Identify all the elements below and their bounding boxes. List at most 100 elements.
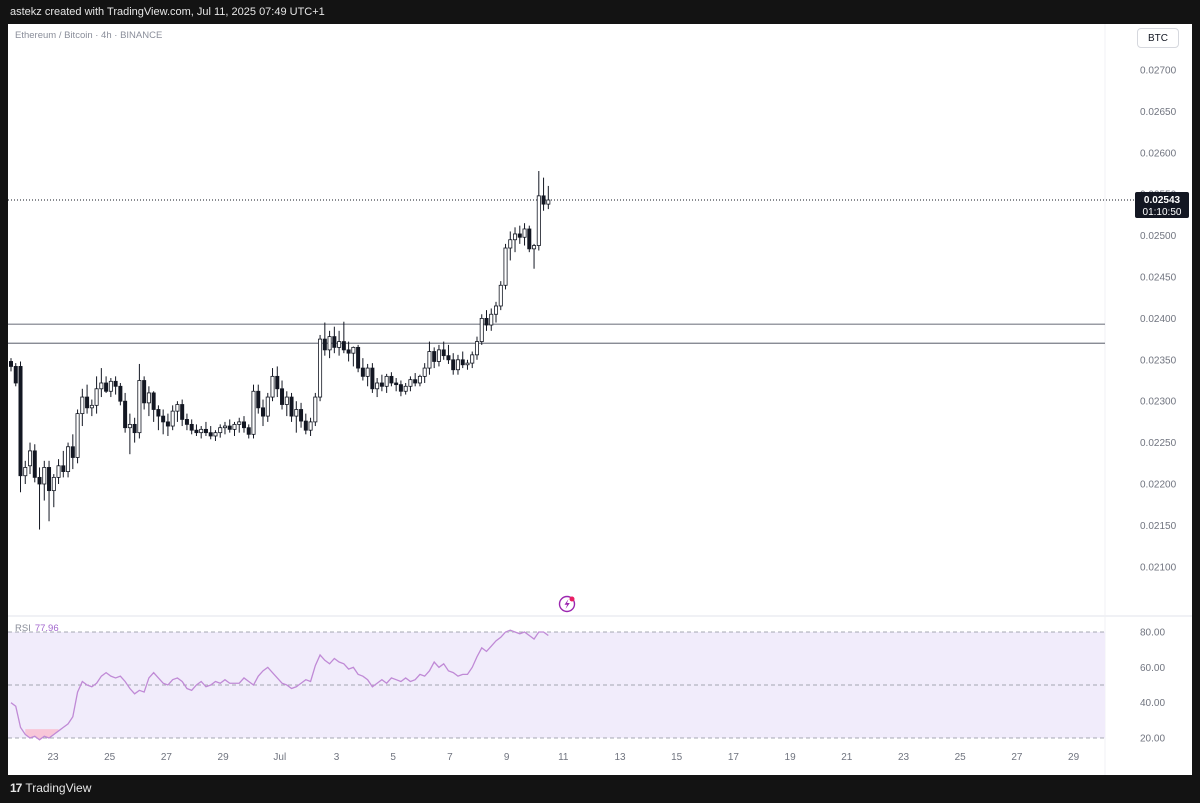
candle-up — [146, 392, 151, 404]
last-price-label: 0.02543 — [1144, 195, 1181, 206]
price-tick-label: 0.02250 — [1140, 438, 1177, 449]
rsi-tick-label: 80.00 — [1140, 628, 1165, 639]
price-tick-label: 0.02300 — [1140, 397, 1177, 408]
candle-up — [536, 195, 541, 246]
candle-up — [494, 305, 499, 315]
candle-down — [517, 233, 522, 238]
rsi-label: RSI — [15, 623, 31, 634]
candle-down — [180, 404, 185, 420]
time-tick-label: 7 — [447, 752, 453, 763]
price-tick-label: 0.02450 — [1140, 273, 1177, 284]
time-tick-label: 23 — [47, 752, 59, 763]
candle-down — [275, 375, 280, 390]
candle-down — [104, 382, 109, 392]
candle-up — [455, 359, 460, 371]
candle-down — [451, 359, 456, 371]
candle-down — [441, 349, 446, 357]
candle-up — [532, 245, 537, 250]
tradingview-logo-icon: 17 — [10, 781, 22, 795]
candle-up — [265, 396, 270, 417]
candle-up — [222, 425, 227, 429]
price-chart[interactable]: 0.02100 0.02150 0.02200 0.02250 0.02300 0.023… — [8, 24, 1192, 775]
candle-down — [289, 396, 294, 417]
candle-up — [384, 375, 389, 387]
symbol-legend[interactable]: Ethereum / Bitcoin · 4h · BINANCE — [15, 30, 163, 41]
candle-up — [308, 421, 313, 431]
candle-up — [351, 346, 356, 354]
candle-down — [356, 346, 361, 369]
candle-up — [108, 380, 113, 392]
candle-down — [394, 382, 399, 386]
candle-down — [118, 385, 123, 402]
candle-down — [360, 367, 365, 377]
time-tick-label: 23 — [898, 752, 910, 763]
candle-down — [370, 367, 375, 390]
currency-button[interactable]: BTC — [1137, 28, 1179, 48]
tradingview-logo[interactable]: 17 TradingView — [10, 781, 91, 795]
candle-down — [203, 428, 208, 434]
countdown-label: 01:10:50 — [1143, 207, 1182, 218]
rsi-legend[interactable]: RSI 77.96 — [15, 623, 59, 634]
candle-down — [256, 390, 261, 409]
candle-up — [237, 421, 242, 425]
time-tick-label: 15 — [671, 752, 683, 763]
time-tick-label: 19 — [785, 752, 797, 763]
time-tick-label: Jul — [273, 752, 286, 763]
candle-up — [270, 375, 275, 398]
candle-down — [241, 421, 246, 429]
time-tick-label: 13 — [614, 752, 626, 763]
candle-down — [189, 423, 194, 431]
candle-down — [161, 415, 166, 423]
price-tick-label: 0.02600 — [1140, 148, 1177, 159]
candle-down — [13, 366, 18, 384]
rsi-tick-label: 60.00 — [1140, 663, 1165, 674]
candle-down — [303, 420, 308, 431]
candle-down — [261, 407, 266, 417]
candle-up — [313, 396, 318, 423]
candle-down — [85, 396, 90, 409]
candle-up — [365, 367, 370, 377]
candle-up — [175, 404, 180, 412]
candle-down — [379, 382, 384, 387]
candle-up — [375, 382, 380, 390]
candle-down — [322, 338, 327, 351]
price-tick-label: 0.02700 — [1140, 66, 1177, 77]
candle-up — [94, 388, 99, 406]
candle-down — [156, 409, 161, 417]
chart-panel[interactable]: 0.02100 0.02150 0.02200 0.02250 0.02300 0.023… — [8, 24, 1192, 775]
candle-down — [165, 421, 170, 427]
candle-up — [66, 446, 71, 472]
candle-down — [484, 317, 489, 326]
candle-up — [522, 228, 527, 238]
candle-down — [398, 384, 403, 392]
time-tick-label: 5 — [390, 752, 396, 763]
candle-down — [413, 379, 418, 384]
candle-up — [56, 465, 61, 478]
candle-down — [184, 419, 189, 425]
candle-down — [151, 392, 156, 410]
candle-up — [23, 467, 28, 477]
time-tick-label: 25 — [104, 752, 116, 763]
candle-down — [432, 351, 437, 362]
candle-up — [427, 351, 432, 369]
time-tick-label: 27 — [1011, 752, 1023, 763]
candle-down — [32, 450, 37, 478]
candle-down — [47, 467, 52, 492]
bottom-brand-bar: 17 TradingView — [0, 775, 1200, 803]
candle-up — [42, 467, 47, 485]
candle-down — [346, 349, 351, 354]
rsi-tick-label: 40.00 — [1140, 698, 1165, 709]
candle-up — [408, 379, 413, 387]
candle-down — [132, 423, 137, 434]
candle-up — [508, 239, 513, 249]
candle-down — [142, 380, 147, 404]
candle-up — [99, 382, 104, 390]
candle-up — [436, 349, 441, 362]
candle-up — [251, 390, 256, 435]
time-tick-label: 3 — [334, 752, 340, 763]
candle-up — [318, 338, 323, 398]
candle-up — [232, 423, 237, 430]
candle-down — [70, 446, 75, 458]
candle-down — [37, 476, 42, 485]
candle-up — [28, 450, 33, 467]
